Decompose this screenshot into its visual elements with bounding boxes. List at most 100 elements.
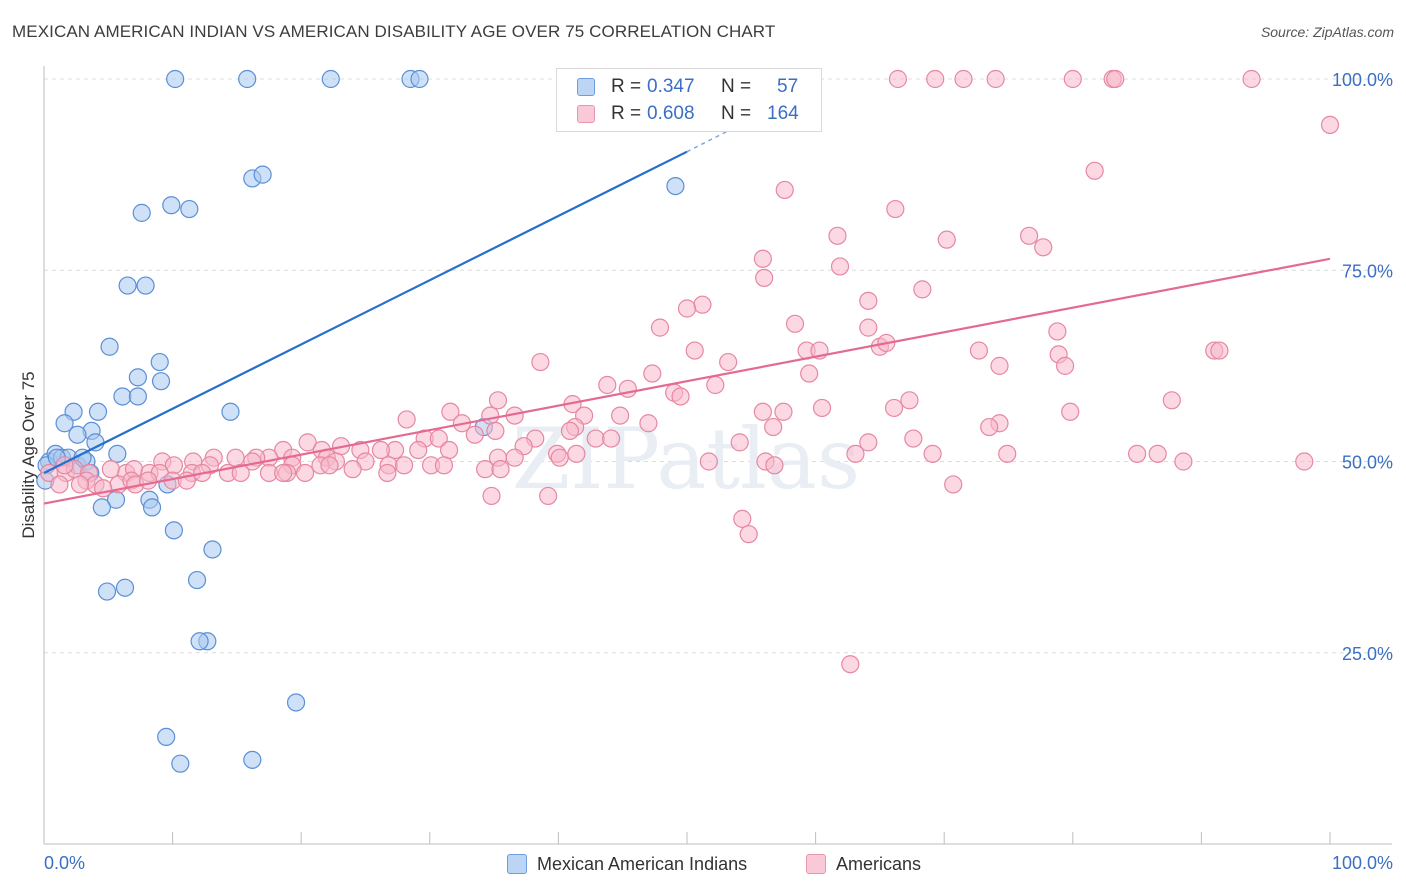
data-point <box>886 199 905 219</box>
data-point <box>650 318 670 337</box>
data-point <box>923 444 942 463</box>
source-label: Source: ZipAtlas.com <box>1260 24 1394 40</box>
data-point <box>151 372 171 391</box>
data-point <box>699 452 718 471</box>
legend-item-mexican-american-indians[interactable]: Mexican American Indians <box>507 852 747 876</box>
data-point <box>475 460 495 479</box>
data-point <box>488 391 508 410</box>
data-point <box>1295 452 1314 471</box>
legend-swatch-blue <box>577 78 595 96</box>
data-point <box>157 727 176 747</box>
data-point <box>800 364 819 383</box>
data-point <box>118 276 137 295</box>
data-point <box>128 387 147 406</box>
data-point <box>180 199 199 219</box>
data-point <box>1055 356 1075 375</box>
data-point <box>753 249 772 268</box>
r-value: 0.608 <box>647 103 695 124</box>
data-point <box>884 398 904 418</box>
stats-row-blue: R = 0.347 N = 57 <box>577 75 798 99</box>
data-point <box>904 429 923 448</box>
data-point <box>190 632 209 651</box>
series-americans <box>40 69 1340 674</box>
data-point <box>586 429 605 448</box>
data-point <box>101 460 120 479</box>
data-point <box>295 463 315 483</box>
data-point <box>394 456 414 475</box>
r-label: R = <box>611 103 642 124</box>
data-point <box>986 69 1005 89</box>
data-point <box>926 69 945 89</box>
data-point <box>602 429 621 448</box>
data-point <box>1174 452 1193 471</box>
data-point <box>666 177 685 196</box>
data-point <box>136 276 155 295</box>
data-point <box>706 375 725 395</box>
data-point <box>371 440 391 460</box>
chart-title: MEXICAN AMERICAN INDIAN VS AMERICAN DISA… <box>12 22 776 41</box>
data-point <box>954 69 973 89</box>
data-point <box>639 414 658 433</box>
legend-swatch-pink <box>806 854 826 874</box>
data-point <box>162 196 181 215</box>
data-point <box>560 421 580 440</box>
data-point <box>115 578 135 597</box>
data-point <box>1063 69 1082 89</box>
data-point <box>164 521 183 540</box>
data-point <box>859 318 878 337</box>
data-point <box>70 475 90 494</box>
data-point <box>1061 402 1080 421</box>
data-point <box>998 444 1017 463</box>
data-point <box>410 69 429 89</box>
data-point <box>321 69 340 89</box>
data-point <box>937 230 956 249</box>
gridlines <box>44 78 1392 654</box>
data-point <box>68 425 87 444</box>
r-label: R = <box>611 76 642 97</box>
y-tick-label: 100.0% <box>1332 70 1393 90</box>
data-point <box>97 582 117 601</box>
data-point <box>1148 444 1167 463</box>
trend-line-pink <box>43 257 1331 505</box>
data-point <box>755 268 774 287</box>
data-point <box>465 425 484 444</box>
data-point <box>439 440 459 460</box>
data-point <box>733 509 752 528</box>
data-point <box>482 486 501 506</box>
data-point <box>531 352 550 372</box>
data-point <box>828 226 847 245</box>
data-point <box>253 165 272 184</box>
data-point <box>841 655 860 674</box>
data-point <box>434 456 454 475</box>
data-point <box>286 693 306 712</box>
data-point <box>55 414 74 433</box>
data-point <box>1019 226 1039 245</box>
data-point <box>753 402 772 421</box>
data-point <box>1106 69 1125 89</box>
legend-label: Mexican American Indians <box>537 853 748 874</box>
data-point <box>677 299 697 318</box>
data-point <box>491 460 510 479</box>
data-point <box>166 69 185 89</box>
legend-item-americans[interactable]: Americans <box>806 852 921 876</box>
data-point <box>944 475 963 494</box>
data-point <box>50 475 69 494</box>
data-point <box>139 471 158 490</box>
data-point <box>539 486 558 506</box>
data-point <box>739 525 758 544</box>
data-point <box>88 402 108 421</box>
n-label: N = <box>721 103 752 124</box>
data-point <box>92 498 111 517</box>
data-point <box>775 180 794 200</box>
data-point <box>238 69 257 89</box>
x-tick-label: 0.0% <box>44 853 85 873</box>
data-point <box>505 448 524 467</box>
data-point <box>486 421 505 440</box>
data-point <box>343 460 362 479</box>
data-point <box>441 402 460 421</box>
data-point <box>685 341 704 360</box>
data-point <box>128 368 147 387</box>
legend-swatch-blue <box>507 854 527 874</box>
data-point <box>100 337 119 356</box>
data-point <box>764 417 783 437</box>
